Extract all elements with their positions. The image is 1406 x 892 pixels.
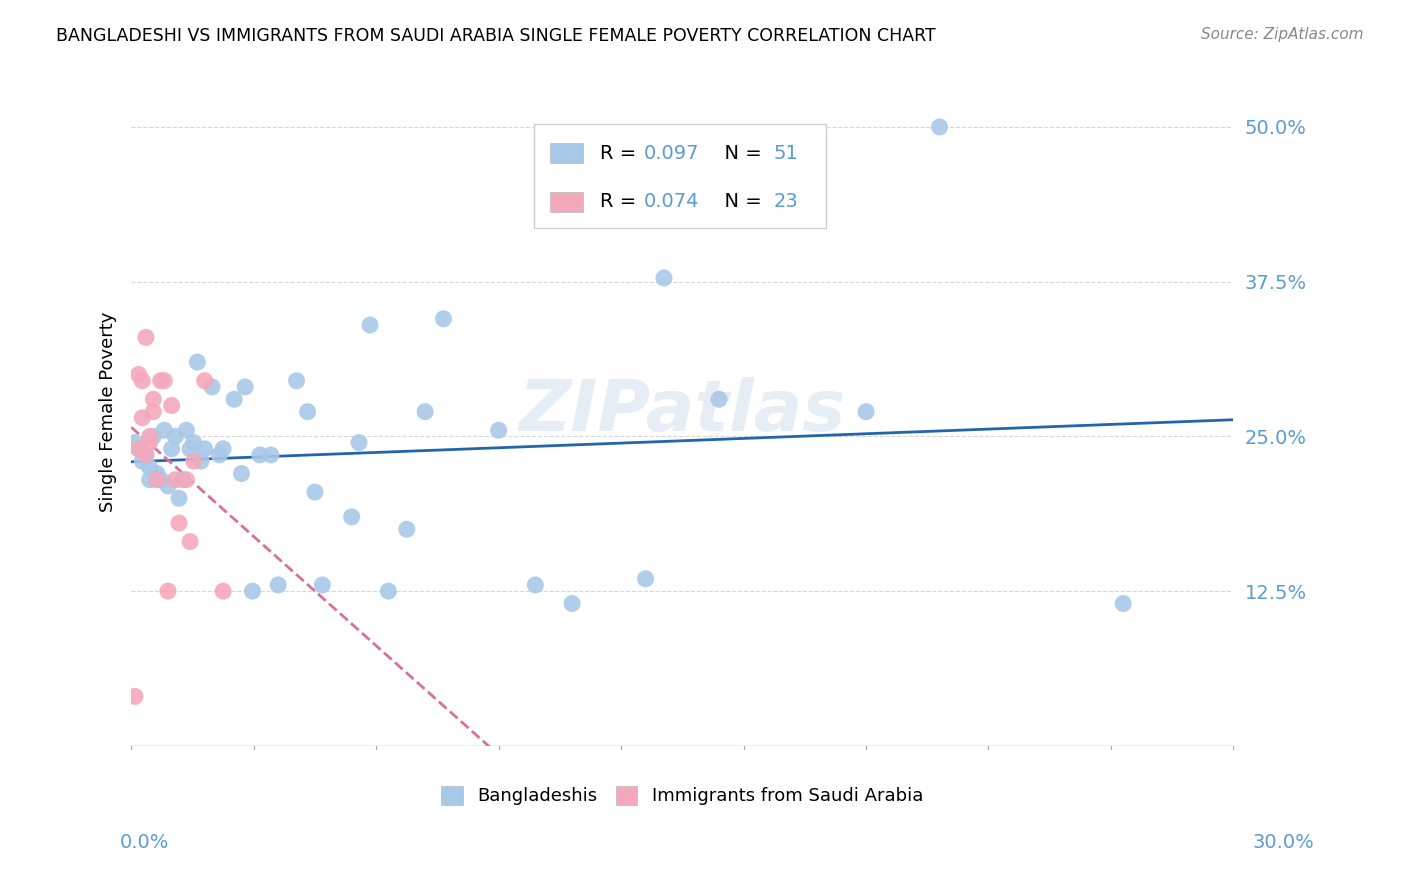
Point — [186, 355, 208, 369]
Point — [432, 311, 454, 326]
Legend: Bangladeshis, Immigrants from Saudi Arabia: Bangladeshis, Immigrants from Saudi Arab… — [434, 779, 931, 813]
Point — [165, 473, 187, 487]
Point — [128, 368, 150, 382]
Point — [160, 399, 183, 413]
Point — [304, 485, 326, 500]
Text: 51: 51 — [773, 144, 799, 162]
Point — [1112, 597, 1135, 611]
Point — [249, 448, 271, 462]
Point — [183, 454, 205, 468]
Point — [231, 467, 253, 481]
Point — [190, 454, 212, 468]
Point — [928, 120, 950, 134]
Text: N =: N = — [711, 193, 768, 211]
Point — [142, 429, 165, 443]
Point — [194, 374, 217, 388]
Point — [179, 534, 201, 549]
Point — [311, 578, 333, 592]
Point — [156, 479, 179, 493]
Point — [142, 404, 165, 418]
Point — [131, 410, 153, 425]
Text: ZIPatlas: ZIPatlas — [519, 377, 846, 446]
Point — [242, 584, 264, 599]
Point — [212, 442, 235, 456]
Point — [179, 442, 201, 456]
Y-axis label: Single Female Poverty: Single Female Poverty — [100, 311, 117, 512]
Point — [224, 392, 246, 407]
Point — [156, 584, 179, 599]
Point — [561, 597, 583, 611]
Text: BANGLADESHI VS IMMIGRANTS FROM SAUDI ARABIA SINGLE FEMALE POVERTY CORRELATION CH: BANGLADESHI VS IMMIGRANTS FROM SAUDI ARA… — [56, 27, 936, 45]
Point — [128, 442, 150, 456]
Point — [297, 404, 319, 418]
Point — [135, 448, 157, 462]
Point — [208, 448, 231, 462]
Point — [167, 491, 190, 506]
Point — [359, 318, 381, 332]
Point — [131, 454, 153, 468]
Text: R =: R = — [600, 193, 643, 211]
Point — [347, 435, 370, 450]
Point — [172, 473, 194, 487]
Point — [146, 467, 169, 481]
Point — [634, 572, 657, 586]
Point — [135, 330, 157, 344]
Point — [146, 473, 169, 487]
Point — [176, 423, 198, 437]
Point — [488, 423, 510, 437]
FancyBboxPatch shape — [550, 192, 583, 212]
Point — [131, 374, 153, 388]
Point — [524, 578, 547, 592]
Point — [167, 516, 190, 530]
Point — [165, 429, 187, 443]
Point — [285, 374, 308, 388]
Point — [160, 442, 183, 456]
Point — [212, 584, 235, 599]
Point — [138, 473, 160, 487]
Point — [201, 380, 224, 394]
Point — [176, 473, 198, 487]
Point — [233, 380, 256, 394]
Point — [149, 473, 172, 487]
Point — [652, 271, 675, 285]
Text: 0.0%: 0.0% — [120, 833, 169, 853]
FancyBboxPatch shape — [550, 144, 583, 163]
Point — [124, 435, 146, 450]
Point — [267, 578, 290, 592]
Point — [395, 522, 418, 536]
Point — [142, 392, 165, 407]
Point — [855, 404, 877, 418]
Point — [340, 509, 363, 524]
Point — [153, 423, 176, 437]
Point — [183, 435, 205, 450]
Point — [377, 584, 399, 599]
FancyBboxPatch shape — [533, 124, 825, 227]
Point — [149, 374, 172, 388]
Text: 30.0%: 30.0% — [1253, 833, 1315, 853]
Point — [128, 442, 150, 456]
Point — [413, 404, 436, 418]
Text: 0.074: 0.074 — [644, 193, 699, 211]
Text: R =: R = — [600, 144, 643, 162]
Point — [135, 448, 157, 462]
Text: Source: ZipAtlas.com: Source: ZipAtlas.com — [1201, 27, 1364, 42]
Point — [153, 374, 176, 388]
Text: N =: N = — [711, 144, 768, 162]
Point — [194, 442, 217, 456]
Point — [138, 429, 160, 443]
Text: 23: 23 — [773, 193, 799, 211]
Point — [260, 448, 283, 462]
Point — [707, 392, 730, 407]
Text: 0.097: 0.097 — [644, 144, 699, 162]
Point — [124, 690, 146, 704]
Point — [138, 460, 160, 475]
Point — [138, 435, 160, 450]
